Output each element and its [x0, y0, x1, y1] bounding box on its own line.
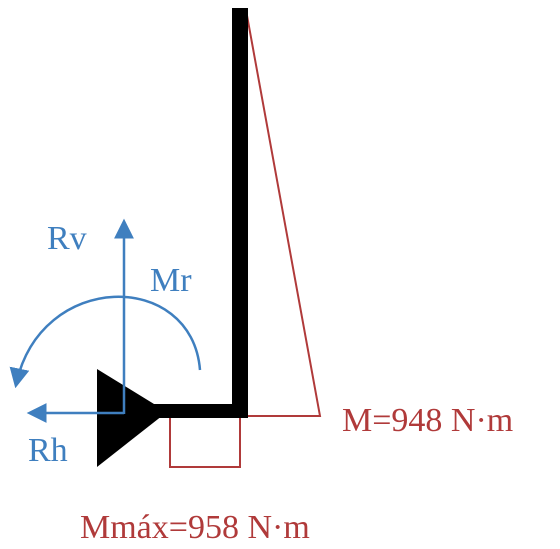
label-vertical-reaction: Rv: [47, 220, 87, 257]
label-horizontal-reaction: Rh: [28, 432, 68, 469]
moment-diagram-beam: [169, 414, 241, 468]
label-reaction-moment: Mr: [150, 262, 192, 299]
fixed-support-triangle-icon: [97, 369, 167, 467]
moment-diagram-column: [240, 9, 322, 417]
label-max-moment: Mmáx=958 N·m: [80, 509, 310, 546]
label-moment-at-corner: M=948 N·m: [342, 402, 513, 439]
curved-arrow-counterclockwise-icon: [9, 295, 202, 389]
